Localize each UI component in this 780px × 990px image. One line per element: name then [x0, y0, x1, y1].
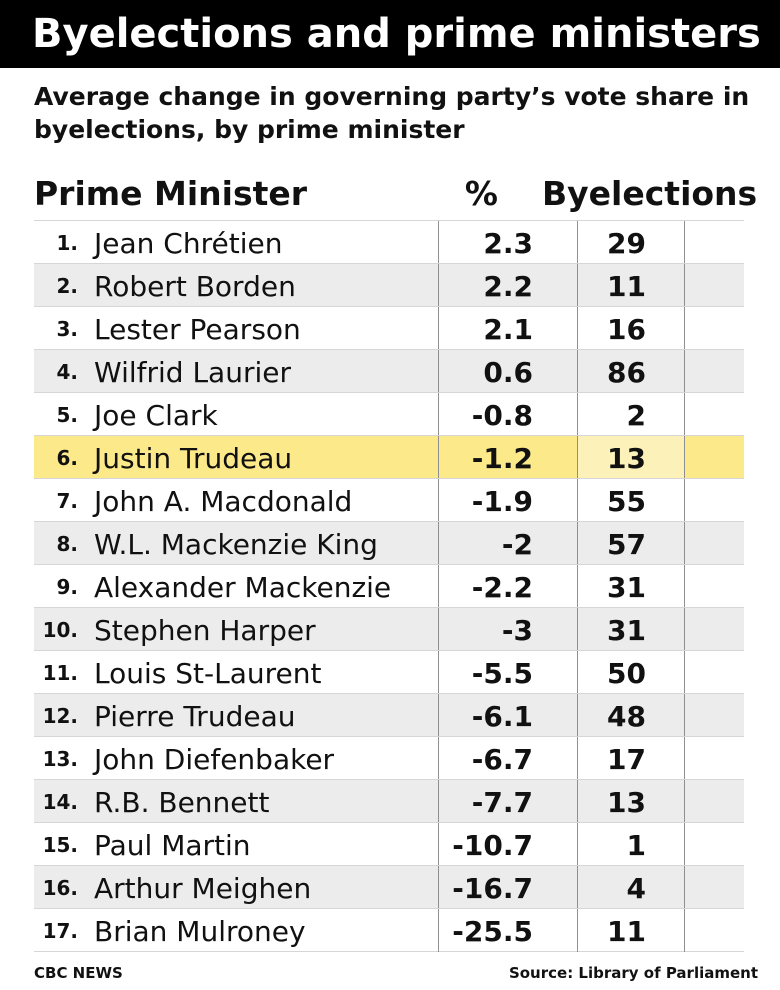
row-rank: 7. [56, 489, 78, 513]
row-byelections: 55 [577, 479, 685, 522]
row-rank: 10. [42, 618, 78, 642]
row-prime-minister: John A. Macdonald [94, 485, 353, 518]
table-row: 17. Brian Mulroney -25.5 11 [34, 908, 744, 952]
row-percent: -5.5 [438, 651, 577, 694]
row-prime-minister: Brian Mulroney [94, 915, 306, 948]
chart-subtitle: Average change in governing party’s vote… [34, 82, 750, 144]
row-byelections: 31 [577, 608, 685, 651]
row-percent: -0.8 [438, 393, 577, 436]
row-prime-minister: R.B. Bennett [94, 786, 270, 819]
row-rank: 6. [56, 446, 78, 470]
row-byelections: 1 [577, 823, 685, 866]
row-rank: 16. [42, 876, 78, 900]
data-table: 1. Jean Chrétien 2.3 29 2. Robert Borden 2.2 11… [34, 220, 744, 952]
column-header-prime-minister: Prime Minister [34, 174, 308, 213]
row-prime-minister: Stephen Harper [94, 614, 316, 647]
chart-title: Byelections and prime ministers [0, 0, 780, 68]
row-percent: -2 [438, 522, 577, 565]
row-percent: 0.6 [438, 350, 577, 393]
column-header-byelections: Byelections [542, 174, 758, 213]
table-row: 2. Robert Borden 2.2 11 [34, 263, 744, 307]
row-percent: -1.2 [438, 436, 577, 479]
table-bottom-rule [34, 951, 744, 952]
row-percent: -25.5 [438, 909, 577, 952]
row-prime-minister: John Diefenbaker [94, 743, 335, 776]
table-row: 12. Pierre Trudeau -6.1 48 [34, 693, 744, 737]
row-byelections: 13 [577, 436, 685, 479]
row-prime-minister: Paul Martin [94, 829, 251, 862]
footer-credit: CBC NEWS [34, 964, 123, 982]
row-prime-minister: Pierre Trudeau [94, 700, 296, 733]
table-row: 4. Wilfrid Laurier 0.6 86 [34, 349, 744, 393]
table-row: 6. Justin Trudeau -1.2 13 [34, 435, 744, 479]
row-prime-minister: Wilfrid Laurier [94, 356, 291, 389]
row-byelections: 2 [577, 393, 685, 436]
table-row: 3. Lester Pearson 2.1 16 [34, 306, 744, 350]
row-rank: 1. [56, 231, 78, 255]
row-byelections: 11 [577, 264, 685, 307]
row-percent: -2.2 [438, 565, 577, 608]
row-percent: 2.1 [438, 307, 577, 350]
row-prime-minister: Jean Chrétien [94, 227, 283, 260]
row-byelections: 57 [577, 522, 685, 565]
row-prime-minister: Justin Trudeau [94, 442, 293, 475]
row-percent: -7.7 [438, 780, 577, 823]
footer-source: Source: Library of Parliament [508, 964, 758, 982]
row-prime-minister: Louis St-Laurent [94, 657, 322, 690]
row-percent: -6.1 [438, 694, 577, 737]
row-byelections: 31 [577, 565, 685, 608]
table-row: 9. Alexander Mackenzie -2.2 31 [34, 564, 744, 608]
row-byelections: 4 [577, 866, 685, 909]
table-row: 1. Jean Chrétien 2.3 29 [34, 220, 744, 264]
row-byelections: 17 [577, 737, 685, 780]
row-byelections: 11 [577, 909, 685, 952]
table-row: 7. John A. Macdonald -1.9 55 [34, 478, 744, 522]
row-byelections: 16 [577, 307, 685, 350]
row-prime-minister: Robert Borden [94, 270, 296, 303]
table-row: 5. Joe Clark -0.8 2 [34, 392, 744, 436]
row-rank: 9. [56, 575, 78, 599]
table-row: 13. John Diefenbaker -6.7 17 [34, 736, 744, 780]
row-prime-minister: Joe Clark [94, 399, 218, 432]
row-prime-minister: Lester Pearson [94, 313, 301, 346]
row-rank: 12. [42, 704, 78, 728]
row-percent: -10.7 [438, 823, 577, 866]
table-row: 11. Louis St-Laurent -5.5 50 [34, 650, 744, 694]
row-percent: -16.7 [438, 866, 577, 909]
row-byelections: 13 [577, 780, 685, 823]
row-rank: 4. [56, 360, 78, 384]
table-row: 16. Arthur Meighen -16.7 4 [34, 865, 744, 909]
row-rank: 15. [42, 833, 78, 857]
row-percent: -1.9 [438, 479, 577, 522]
column-header-percent: % [464, 174, 498, 213]
row-percent: -6.7 [438, 737, 577, 780]
row-byelections: 50 [577, 651, 685, 694]
table-row: 8. W.L. Mackenzie King -2 57 [34, 521, 744, 565]
row-rank: 11. [42, 661, 78, 685]
table-row: 10. Stephen Harper -3 31 [34, 607, 744, 651]
row-rank: 14. [42, 790, 78, 814]
row-byelections: 48 [577, 694, 685, 737]
table-row: 14. R.B. Bennett -7.7 13 [34, 779, 744, 823]
row-percent: 2.3 [438, 221, 577, 264]
row-rank: 8. [56, 532, 78, 556]
row-percent: 2.2 [438, 264, 577, 307]
row-rank: 3. [56, 317, 78, 341]
row-prime-minister: W.L. Mackenzie King [94, 528, 378, 561]
row-prime-minister: Alexander Mackenzie [94, 571, 392, 604]
row-prime-minister: Arthur Meighen [94, 872, 312, 905]
row-percent: -3 [438, 608, 577, 651]
row-byelections: 86 [577, 350, 685, 393]
row-rank: 5. [56, 403, 78, 427]
row-byelections: 29 [577, 221, 685, 264]
row-rank: 13. [42, 747, 78, 771]
table-row: 15. Paul Martin -10.7 1 [34, 822, 744, 866]
row-rank: 17. [42, 919, 78, 943]
row-rank: 2. [56, 274, 78, 298]
